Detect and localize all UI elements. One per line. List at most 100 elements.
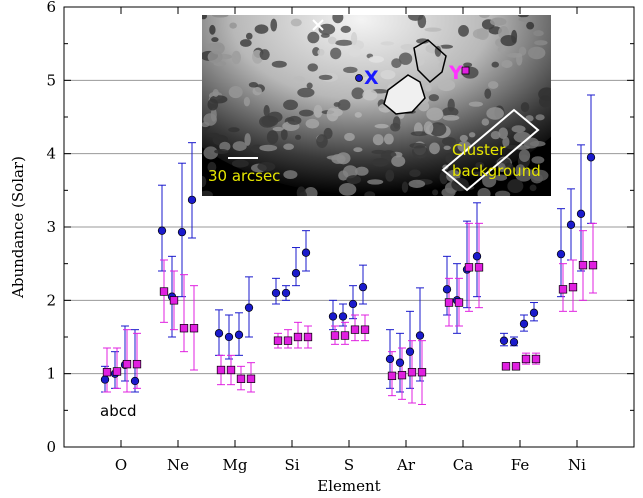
inset-speckle: [380, 41, 395, 46]
marker-circle-ar-d: [415, 331, 425, 340]
inset-speckle: [439, 44, 454, 49]
inset-speckle: [334, 39, 353, 46]
inset-speckle: [400, 44, 416, 51]
inset-speckle: [458, 25, 469, 37]
inset-speckle: [487, 81, 499, 89]
marker-circle-ni-c: [576, 209, 586, 218]
inset-speckle: [353, 147, 363, 153]
marker-square-si-a: [273, 336, 283, 345]
inset-speckle: [351, 87, 365, 100]
y-tick-label: 5: [46, 71, 56, 89]
inset-speckle: [342, 165, 358, 179]
x-tick-label-fe: Fe: [511, 456, 530, 474]
marker-square-fe-d: [531, 354, 541, 364]
inset-speckle: [479, 15, 490, 18]
central-region-outline: [383, 74, 426, 115]
inset-speckle: [475, 162, 485, 168]
inset-speckle: [429, 122, 447, 137]
inset-speckle: [229, 22, 237, 29]
x-tick-label-ne: Ne: [167, 456, 189, 474]
inset-speckle: [219, 141, 231, 152]
marker-square-o-b: [112, 367, 122, 376]
inset-speckle: [506, 52, 523, 58]
marker-square-ni-b: [568, 282, 578, 292]
x-tick-label-ni: Ni: [568, 456, 586, 474]
region-label-line1: Cluster: [452, 141, 506, 159]
marker-square-ca-b: [454, 298, 464, 307]
inset-speckle: [263, 105, 270, 117]
marker-circle-fe-c: [519, 319, 529, 328]
marker-circle-s-a: [328, 312, 338, 321]
inset-speckle: [259, 144, 278, 152]
inset-speckle: [501, 60, 513, 68]
marker-square-s-c: [350, 325, 360, 334]
inset-speckle: [280, 128, 288, 141]
inset-speckle: [228, 127, 240, 133]
x-tick-label-o: O: [115, 456, 127, 474]
marker-square-o-c: [122, 359, 132, 369]
inset-speckle: [323, 127, 333, 140]
inset-speckle: [429, 142, 440, 155]
inset-speckle: [290, 18, 302, 27]
inset-speckle: [490, 131, 501, 140]
inset-speckle: [476, 27, 489, 41]
inset-speckle: [326, 107, 339, 122]
marker-square-si-c: [293, 332, 303, 342]
inset-speckle: [231, 159, 249, 168]
marker-circle-si-d: [301, 248, 311, 257]
marker-square-ne-c: [179, 324, 189, 333]
inset-speckle: [442, 107, 459, 117]
marker-circle-mg-c: [234, 330, 244, 339]
marker-circle-ni-d: [586, 153, 596, 162]
inset-speckle: [333, 102, 341, 107]
inset-speckle: [441, 187, 456, 196]
inset-speckle: [417, 15, 427, 29]
marker-circle-fe-a: [499, 336, 509, 345]
point-y-label: Y: [448, 62, 463, 84]
plot-frame: [63, 6, 635, 448]
inset-speckle: [410, 131, 429, 137]
inset-speckle: [203, 146, 219, 160]
inset-speckle: [432, 189, 439, 196]
marker-circle-si-a: [271, 288, 281, 298]
marker-circle-mg-b: [224, 332, 234, 342]
point-x-label: X: [364, 67, 379, 89]
inset-speckle: [344, 132, 355, 142]
inset-speckle: [306, 82, 313, 89]
x-tick-label-ar: Ar: [396, 456, 416, 474]
inset-speckle: [283, 143, 295, 150]
x-tick-label-ca: Ca: [453, 456, 473, 474]
marker-circle-o-a: [100, 375, 110, 384]
marker-circle-o-d: [130, 376, 140, 386]
x-tick-label-mg: Mg: [223, 456, 248, 474]
marker-square-fe-c: [521, 354, 531, 364]
inset-speckle: [486, 107, 505, 120]
inset-speckle: [498, 127, 508, 139]
inset-speckle: [401, 181, 409, 193]
inset-speckle: [202, 176, 207, 188]
marker-circle-mg-a: [214, 329, 224, 338]
marker-square-si-b: [283, 336, 293, 345]
y-tick-label: 4: [46, 145, 56, 163]
marker-square-s-b: [340, 331, 350, 340]
inset-speckle: [409, 169, 421, 178]
marker-circle-ca-d: [472, 252, 482, 261]
inset-speckle: [511, 125, 526, 133]
marker-circle-ni-b: [566, 220, 576, 229]
inset-speckle: [468, 132, 476, 138]
marker-circle-ne-c: [177, 227, 187, 237]
marker-square-fe-a: [501, 362, 511, 371]
inset-speckle: [367, 179, 384, 185]
marker-square-ca-a: [444, 298, 454, 307]
inset-speckle: [531, 156, 545, 164]
inset-speckle: [307, 63, 318, 72]
inset-speckle: [423, 121, 434, 135]
inset-speckle: [372, 134, 384, 146]
inset-speckle: [538, 95, 551, 108]
inset-speckle: [500, 34, 517, 47]
inset-speckle: [338, 182, 357, 196]
marker-square-ar-d: [417, 368, 427, 377]
inset-xray-image: X Y 30 arcsec Cluster background: [202, 15, 551, 196]
inset-speckle: [383, 133, 394, 145]
